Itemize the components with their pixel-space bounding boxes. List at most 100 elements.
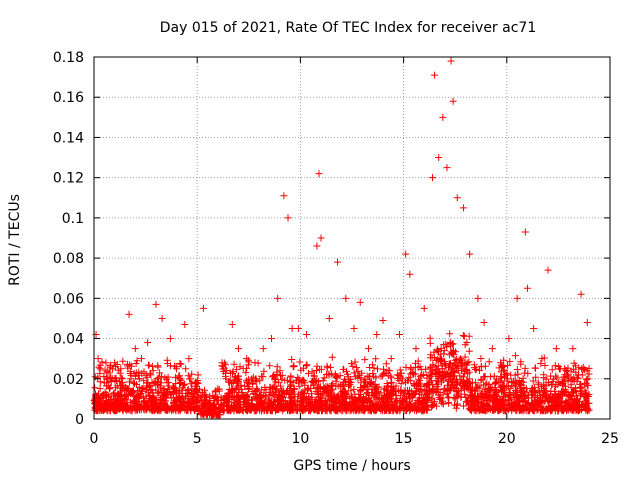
- x-axis-label: GPS time / hours: [293, 458, 410, 474]
- y-tick-labels: 0 0.02 0.04 0.06 0.08 0.1 0.12 0.14 0.16 0.18: [53, 50, 84, 428]
- data-point: [395, 331, 403, 339]
- data-point: [173, 365, 181, 373]
- y-tick-label: 0: [75, 412, 84, 428]
- data-point: [268, 335, 276, 343]
- data-point: [474, 294, 482, 302]
- data-point: [480, 318, 488, 326]
- data-point: [402, 250, 410, 258]
- plot-frame: [93, 56, 611, 420]
- data-point: [466, 250, 474, 258]
- data-point: [523, 284, 531, 292]
- data-point: [294, 325, 302, 332]
- data-point: [569, 345, 577, 353]
- data-point: [144, 339, 152, 347]
- data-point: [166, 335, 174, 343]
- data-point: [449, 97, 457, 105]
- data-point: [228, 320, 236, 328]
- data-point: [284, 214, 292, 222]
- data-point: [365, 345, 373, 353]
- data-point: [315, 170, 323, 178]
- data-point: [447, 57, 455, 65]
- data-point: [420, 304, 428, 312]
- y-tick-label: 0.06: [53, 291, 84, 307]
- y-tick-label: 0.14: [53, 130, 84, 146]
- y-tick-label: 0.1: [62, 211, 84, 227]
- data-point: [125, 310, 133, 318]
- data-point: [317, 234, 325, 242]
- data-point: [552, 345, 560, 353]
- data-point: [158, 314, 166, 322]
- x-tick-label: 5: [193, 431, 202, 447]
- data-point: [117, 365, 125, 373]
- data-point: [356, 298, 364, 306]
- data-point: [513, 294, 521, 302]
- data-point: [561, 365, 569, 373]
- data-point: [406, 270, 414, 278]
- data-point: [107, 375, 115, 383]
- data-point: [96, 365, 104, 373]
- data-point: [342, 294, 350, 302]
- data-point: [583, 318, 591, 326]
- data-point: [199, 304, 207, 312]
- chart-title: Day 015 of 2021, Rate Of TEC Index for r…: [160, 20, 536, 36]
- y-tick-label: 0.16: [53, 90, 84, 106]
- data-point: [214, 385, 222, 393]
- data-point: [234, 345, 242, 353]
- data-point: [185, 355, 193, 363]
- y-tick-label: 0.18: [53, 50, 84, 66]
- data-point: [538, 355, 546, 363]
- data-point: [428, 174, 436, 182]
- data-point: [303, 331, 311, 339]
- data-point: [206, 399, 214, 407]
- y-tick-label: 0.04: [53, 332, 84, 348]
- data-point: [334, 258, 342, 266]
- axis-ticks: [93, 56, 611, 420]
- x-tick-label: 25: [601, 431, 619, 447]
- x-tick-labels: 0 5 10 15 20 25: [90, 431, 619, 447]
- data-point: [251, 359, 259, 367]
- data-point: [435, 154, 443, 162]
- y-tick-label: 0.12: [53, 171, 84, 187]
- data-point: [131, 345, 139, 353]
- data-point: [280, 192, 288, 200]
- data-point: [544, 266, 552, 274]
- data-point: [530, 325, 538, 332]
- data-point: [350, 325, 358, 332]
- data-point: [577, 290, 585, 298]
- data-point: [488, 345, 496, 353]
- data-point: [443, 164, 451, 172]
- grid-lines: [94, 57, 610, 419]
- data-point: [193, 391, 201, 399]
- y-axis-label: ROTI / TECUs: [7, 194, 23, 286]
- x-tick-label: 15: [395, 431, 413, 447]
- data-point: [111, 359, 119, 367]
- data-point: [325, 314, 333, 322]
- data-point: [505, 335, 513, 343]
- data-point: [412, 345, 420, 353]
- data-point: [100, 379, 108, 387]
- data-point: [152, 300, 160, 308]
- y-tick-label: 0.08: [53, 251, 84, 267]
- data-point: [431, 71, 439, 79]
- data-point: [497, 359, 505, 367]
- background-noise-points: [90, 330, 593, 419]
- data-point: [453, 194, 461, 202]
- data-point: [137, 355, 145, 363]
- data-point: [313, 242, 321, 250]
- data-point: [181, 320, 189, 328]
- data-point: [220, 365, 228, 373]
- data-point: [373, 331, 381, 339]
- data-point: [243, 355, 251, 363]
- data-point: [288, 325, 296, 332]
- noise-points: [90, 330, 593, 419]
- data-point: [521, 228, 529, 236]
- data-point: [94, 355, 102, 363]
- data-point: [274, 294, 282, 302]
- data-point: [379, 316, 387, 324]
- data-point: [259, 345, 267, 353]
- x-tick-label: 20: [498, 431, 516, 447]
- x-tick-label: 0: [90, 431, 99, 447]
- data-point: [459, 204, 467, 212]
- y-tick-label: 0.02: [53, 372, 84, 388]
- data-point: [439, 113, 447, 121]
